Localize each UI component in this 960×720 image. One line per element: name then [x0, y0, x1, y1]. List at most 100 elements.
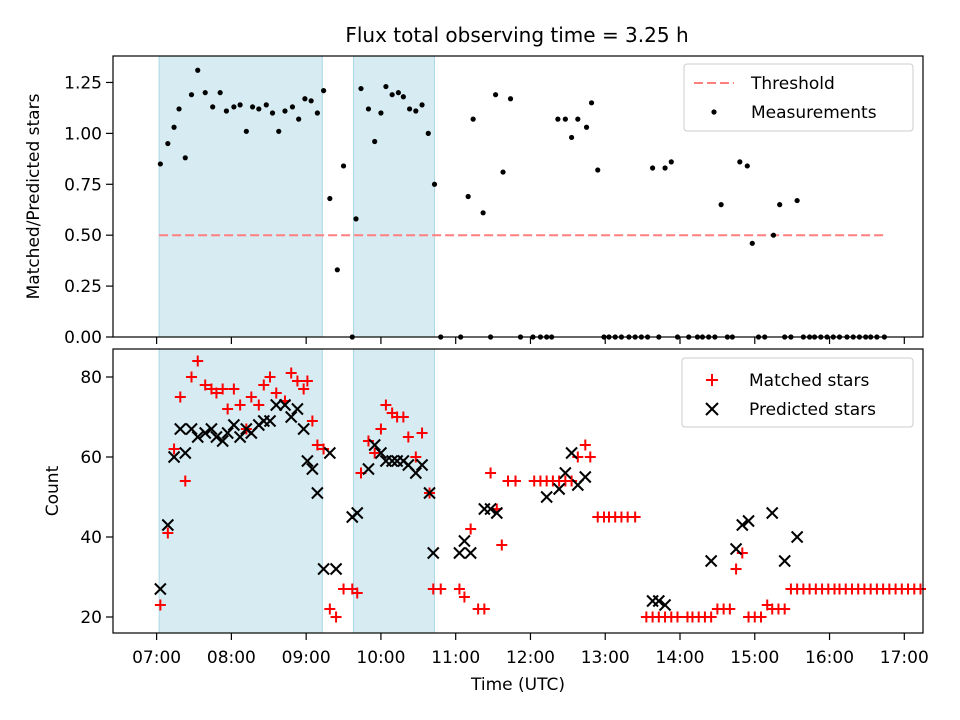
predicted-stars-legend-label: Predicted stars	[749, 400, 876, 420]
y-tick-label: 1.00	[64, 124, 102, 144]
matched-star-point	[369, 447, 381, 459]
measurement-point	[562, 116, 568, 122]
measurement-point	[575, 116, 581, 122]
predicted-star-point	[423, 486, 436, 500]
matched-star-point	[380, 399, 392, 411]
measurement-point	[276, 128, 282, 134]
measurements-legend-label: Measurements	[751, 103, 877, 123]
measurement-point	[413, 108, 419, 114]
top-y-axis-label: Matched/Predicted stars	[24, 93, 44, 299]
x-tick-label: 14:00	[656, 648, 705, 668]
matched-star-point	[179, 475, 191, 487]
y-tick-label: 0.25	[64, 277, 102, 297]
top-y-axis: 0.00 0.25 0.50 0.75 1.00 1.25	[64, 73, 113, 348]
measurement-point	[400, 94, 406, 100]
figure-title: Flux total observing time = 3.25 h	[345, 23, 688, 47]
measurement-point	[314, 110, 320, 116]
predicted-star-point	[790, 530, 804, 544]
bottom-plot: 20 40 60 80 07:00 08:00 09:00 10:00 11:00 12:00 1…	[43, 348, 929, 695]
measurement-point	[188, 92, 195, 98]
predicted-star-point	[297, 422, 310, 436]
measurement-point	[243, 128, 249, 134]
predicted-star-point	[766, 506, 779, 520]
predicted-star-point	[323, 446, 337, 460]
matched-star-point	[192, 355, 204, 367]
matched-star-point	[705, 611, 717, 623]
predicted-star-point	[174, 422, 187, 436]
y-tick-label: 60	[80, 448, 102, 468]
measurement-point	[425, 130, 431, 136]
predicted-star-point	[185, 422, 198, 436]
matched-star-point	[234, 399, 246, 411]
predicted-star-point	[311, 486, 324, 500]
measurement-point	[406, 106, 413, 112]
matched-star-point	[324, 603, 336, 615]
matched-star-point	[566, 475, 578, 487]
measurement-point	[358, 85, 364, 92]
x-tick-label: 09:00	[282, 648, 331, 668]
matched-stars-legend-marker	[706, 374, 718, 386]
matched-star-point	[572, 451, 584, 463]
predicted-star-point	[415, 458, 429, 472]
x-axis-label: Time (UTC)	[470, 675, 565, 695]
measurement-point	[389, 92, 395, 98]
predicted-star-point	[458, 534, 471, 548]
y-tick-label: 80	[80, 368, 102, 388]
matched-star-point	[629, 511, 641, 523]
measurement-point	[555, 116, 561, 122]
matched-star-point	[301, 375, 313, 387]
predicted-star-point	[199, 426, 212, 440]
measurement-point	[269, 110, 276, 116]
matched-star-point	[510, 475, 522, 487]
predicted-star-point	[301, 454, 314, 468]
top-legend-box	[683, 63, 914, 132]
matched-star-point	[210, 387, 222, 399]
predicted-star-point	[385, 454, 399, 468]
measurement-point	[249, 104, 256, 110]
measurement-point	[282, 108, 288, 114]
matched-star-point	[270, 387, 282, 399]
measurement-point	[662, 165, 668, 171]
matched-star-point	[579, 439, 591, 451]
x-tick-label: 15:00	[730, 648, 779, 668]
measurement-point	[378, 110, 384, 116]
measurement-point	[470, 116, 476, 122]
matched-star-point	[465, 523, 477, 535]
measurement-point	[595, 167, 601, 173]
matched-star-point	[779, 603, 791, 615]
measurement-point	[500, 169, 506, 175]
measurement-point	[568, 134, 575, 141]
predicted-star-point	[742, 514, 755, 528]
predicted-star-point	[210, 430, 223, 444]
measurement-point	[171, 124, 177, 130]
measurement-point	[165, 140, 171, 147]
x-tick-label: 12:00	[506, 648, 555, 668]
measurement-point	[583, 124, 590, 130]
matched-star-point	[318, 443, 330, 455]
observing-span	[353, 348, 436, 634]
top-legend: Threshold Measurements	[683, 63, 914, 132]
predicted-star-point	[227, 418, 241, 432]
matched-star-point	[245, 391, 257, 403]
measurement-point	[217, 90, 223, 96]
predicted-star-point	[579, 470, 592, 484]
observing-span	[353, 55, 436, 338]
matched-star-point	[222, 403, 234, 415]
matched-star-point	[496, 539, 508, 551]
matched-star-point	[672, 611, 684, 623]
matched-star-point	[351, 587, 363, 599]
y-tick-label: 0.00	[64, 328, 102, 348]
matched-star-point	[217, 383, 229, 395]
x-tick-label: 13:00	[581, 648, 630, 668]
observing-span	[158, 348, 323, 634]
measurement-point	[372, 138, 378, 145]
matched-star-point	[362, 435, 374, 447]
matched-star-point	[199, 379, 211, 391]
measurement-point	[718, 202, 724, 208]
predicted-star-point	[154, 582, 167, 596]
predicted-star-point	[453, 546, 466, 560]
measurement-point	[749, 240, 755, 246]
measurement-point	[327, 195, 333, 202]
predicted-star-point	[233, 430, 247, 444]
measurement-point	[237, 102, 243, 108]
